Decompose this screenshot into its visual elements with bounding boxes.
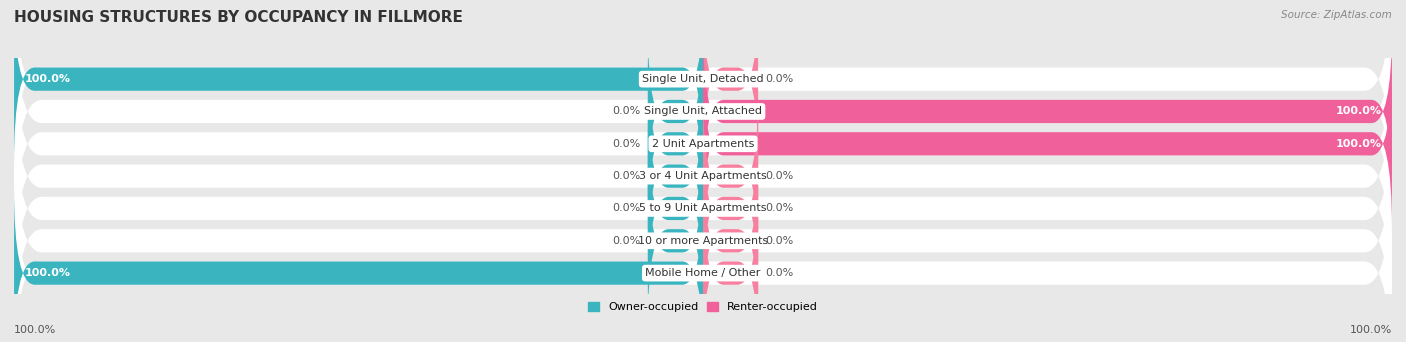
FancyBboxPatch shape [14,0,703,165]
FancyBboxPatch shape [703,26,1392,197]
Text: 0.0%: 0.0% [765,268,793,278]
FancyBboxPatch shape [703,0,758,165]
Text: 2 Unit Apartments: 2 Unit Apartments [652,139,754,149]
Text: 0.0%: 0.0% [613,106,641,117]
Text: Source: ZipAtlas.com: Source: ZipAtlas.com [1281,10,1392,20]
Text: Mobile Home / Other: Mobile Home / Other [645,268,761,278]
Text: 100.0%: 100.0% [1336,106,1382,117]
FancyBboxPatch shape [14,0,1392,229]
Text: Single Unit, Detached: Single Unit, Detached [643,74,763,84]
FancyBboxPatch shape [648,156,703,326]
FancyBboxPatch shape [648,58,703,229]
FancyBboxPatch shape [14,58,1392,294]
FancyBboxPatch shape [14,91,1392,326]
FancyBboxPatch shape [703,188,758,342]
FancyBboxPatch shape [14,156,1392,342]
FancyBboxPatch shape [703,156,758,326]
Text: 3 or 4 Unit Apartments: 3 or 4 Unit Apartments [640,171,766,181]
Text: 100.0%: 100.0% [14,325,56,335]
Text: 100.0%: 100.0% [1336,139,1382,149]
Text: 0.0%: 0.0% [613,236,641,246]
Text: 0.0%: 0.0% [765,74,793,84]
Text: 0.0%: 0.0% [765,236,793,246]
Text: 100.0%: 100.0% [24,268,70,278]
FancyBboxPatch shape [14,0,1392,197]
Text: 0.0%: 0.0% [613,139,641,149]
FancyBboxPatch shape [14,26,1392,262]
FancyBboxPatch shape [703,123,758,294]
Legend: Owner-occupied, Renter-occupied: Owner-occupied, Renter-occupied [583,298,823,317]
FancyBboxPatch shape [648,123,703,294]
Text: 0.0%: 0.0% [765,203,793,213]
Text: 10 or more Apartments: 10 or more Apartments [638,236,768,246]
Text: 5 to 9 Unit Apartments: 5 to 9 Unit Apartments [640,203,766,213]
FancyBboxPatch shape [703,91,758,262]
FancyBboxPatch shape [648,91,703,262]
FancyBboxPatch shape [703,58,1392,229]
Text: 100.0%: 100.0% [1350,325,1392,335]
Text: 0.0%: 0.0% [765,171,793,181]
FancyBboxPatch shape [14,188,703,342]
Text: HOUSING STRUCTURES BY OCCUPANCY IN FILLMORE: HOUSING STRUCTURES BY OCCUPANCY IN FILLM… [14,10,463,25]
Text: Single Unit, Attached: Single Unit, Attached [644,106,762,117]
Text: 0.0%: 0.0% [613,171,641,181]
FancyBboxPatch shape [648,26,703,197]
Text: 0.0%: 0.0% [613,203,641,213]
Text: 100.0%: 100.0% [24,74,70,84]
FancyBboxPatch shape [14,123,1392,342]
